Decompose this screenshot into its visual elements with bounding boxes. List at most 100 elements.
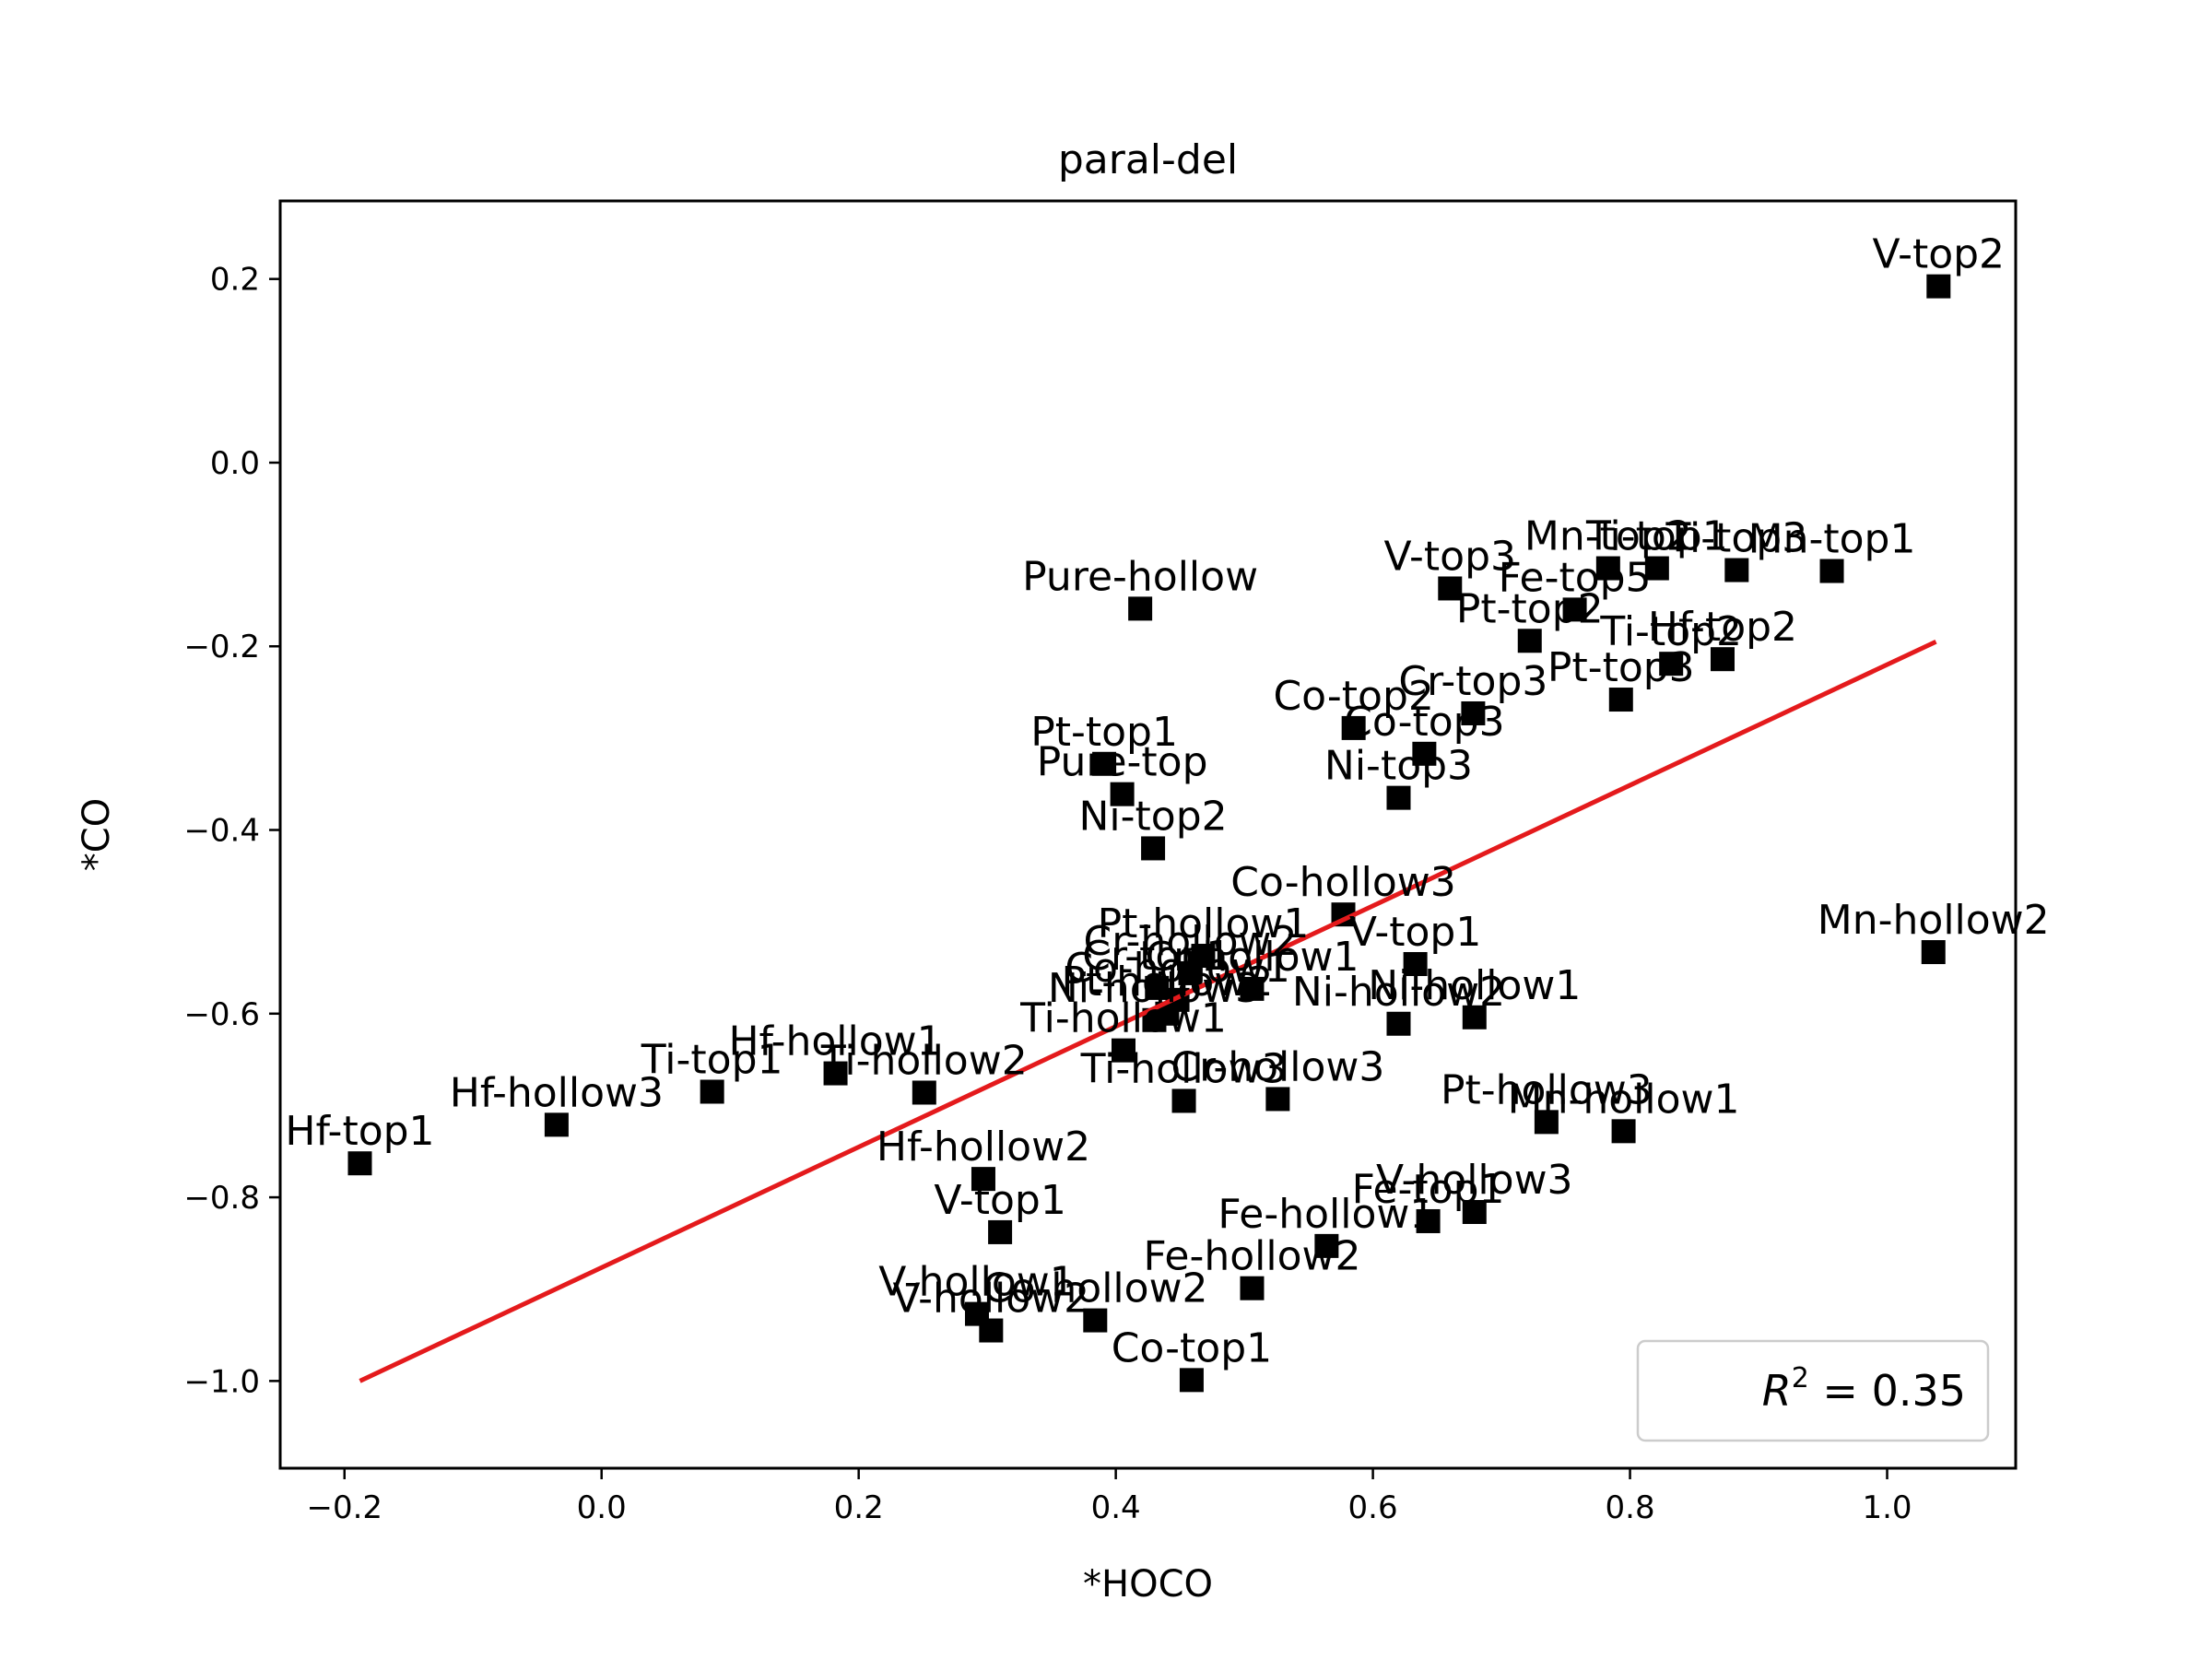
data-point (1240, 1276, 1265, 1300)
point-label: Co-hollow1 (1065, 945, 1290, 992)
data-point (1595, 556, 1620, 581)
data-point (1926, 274, 1951, 299)
data-point (1179, 1368, 1204, 1393)
x-tick-label: −0.2 (306, 1489, 382, 1526)
data-point (1314, 1233, 1339, 1258)
data-point (1171, 1088, 1196, 1113)
point-label: Ti-top2 (1599, 608, 1742, 655)
data-point (912, 1080, 936, 1105)
data-point (1608, 688, 1633, 712)
data-point (823, 1061, 848, 1086)
data-point (1341, 715, 1366, 740)
data-point (1534, 1110, 1559, 1135)
data-point (1438, 576, 1463, 601)
point-label: Pt-hollow1 (1098, 900, 1310, 947)
data-point (544, 1112, 569, 1137)
data-point (1461, 700, 1486, 725)
data-point (1412, 741, 1437, 766)
legend-r-value: = 0.35 (1809, 1366, 1966, 1416)
point-label: Co-top1 (1112, 1324, 1272, 1371)
data-point (1819, 559, 1844, 583)
point-label: Pure-top (1037, 739, 1208, 786)
data-point (1092, 751, 1117, 776)
point-label: Hf-top1 (285, 1108, 434, 1155)
point-label: Ni-top2 (1079, 793, 1228, 840)
point-label: V-top1 (934, 1177, 1066, 1224)
y-tick-label: −0.4 (183, 813, 260, 850)
point-label: Hf-top2 (1648, 604, 1797, 651)
y-tick-label: −0.6 (183, 996, 260, 1033)
point-label: Ti-top3 (1665, 515, 1807, 562)
x-tick-label: 0.4 (1091, 1489, 1141, 1526)
point-label: Cr-hollow2 (1084, 918, 1298, 965)
data-point (1141, 836, 1166, 861)
data-point (700, 1079, 724, 1104)
legend-r-symbol: R (1762, 1366, 1792, 1416)
data-point (1386, 1011, 1411, 1036)
data-point (979, 1318, 1004, 1343)
x-tick-label: 0.8 (1606, 1489, 1655, 1526)
data-point (1111, 1038, 1135, 1063)
point-label: Fe-hollow1 (1218, 1191, 1435, 1238)
data-point (1462, 1005, 1487, 1030)
data-point (1240, 976, 1265, 1001)
x-tick-label: 0.6 (1348, 1489, 1398, 1526)
point-label: Pt-hollow3 (1441, 1066, 1653, 1113)
data-point (347, 1151, 372, 1176)
point-label: Hf-hollow1 (728, 1018, 942, 1065)
point-label: V-top2 (1873, 231, 2006, 278)
data-point (1517, 629, 1542, 653)
data-point (971, 1167, 995, 1192)
point-label: Fe-top5 (1499, 554, 1652, 601)
chart-title: paral-del (1058, 136, 1238, 183)
plot-area-frame (278, 199, 2018, 1470)
point-label: Ti-top1 (1585, 513, 1728, 560)
data-point (1416, 1208, 1441, 1233)
point-label: Mn-top2 (1524, 513, 1692, 560)
point-label: Cr-top3 (1398, 658, 1547, 705)
point-label: Cr-hollow1 (1145, 934, 1359, 981)
data-point (1710, 647, 1735, 672)
point-label: Mn-hollow1 (1508, 1076, 1740, 1123)
data-point (1611, 1119, 1636, 1144)
y-tick-label: −1.0 (183, 1363, 260, 1400)
point-label: V-top1 (1349, 909, 1482, 956)
data-point (1403, 951, 1428, 976)
x-tick-label: 0.2 (834, 1489, 884, 1526)
data-point (1265, 1087, 1290, 1112)
point-label: Mn-top1 (1748, 516, 1916, 563)
data-point (1110, 782, 1135, 806)
point-labels: V-top2Mn-top1Ti-top3Ti-top1Mn-top2V-top3… (285, 231, 2049, 1372)
point-label: Ti-top1 (641, 1036, 783, 1083)
data-point (988, 1219, 1013, 1244)
point-label: Pt-hollow2 (1062, 959, 1274, 1006)
y-tick-label: −0.2 (183, 629, 260, 665)
x-axis-ticks: −0.2 0.0 0.2 0.4 0.6 0.8 1.0 (306, 1468, 1912, 1526)
legend-r-exponent: 2 (1792, 1362, 1809, 1394)
point-label: V-hollow2 (893, 1276, 1090, 1323)
legend-r-squared: R2 = 0.35 (1762, 1362, 1966, 1416)
point-label: Ti-hollow1 (1019, 995, 1227, 1042)
point-label: Ni-hollow2 (1292, 969, 1505, 1016)
x-axis-title: *HOCO (1083, 1563, 1213, 1606)
point-label: Cr-top1 (1082, 933, 1231, 980)
point-label: Ni-hollow1 (1368, 962, 1581, 1009)
point-label: V-top3 (1384, 533, 1517, 580)
y-axis-ticks: 0.2 0.0 −0.2 −0.4 −0.6 −0.8 −1.0 (183, 262, 280, 1400)
x-tick-label: 0.0 (577, 1489, 627, 1526)
point-label: Pt-top1 (1030, 709, 1178, 756)
point-label: Co-top3 (1344, 699, 1504, 746)
point-label: Ni-top3 (1324, 743, 1473, 790)
legend-box (1636, 1339, 1990, 1442)
data-point (1145, 975, 1170, 1000)
point-label: Co-hollow3 (1230, 859, 1456, 906)
point-label: Fe-top1 (1352, 1166, 1505, 1213)
data-point (1724, 558, 1749, 582)
data-points (347, 274, 1951, 1393)
legend: R2 = 0.35 (1636, 1339, 1990, 1442)
point-label: Hf-hollow3 (450, 1069, 664, 1116)
point-label: Cr-hollow3 (1171, 1043, 1384, 1090)
regression-line (359, 639, 1937, 1383)
y-tick-label: −0.8 (183, 1180, 260, 1217)
y-tick-label: 0.0 (210, 445, 260, 482)
